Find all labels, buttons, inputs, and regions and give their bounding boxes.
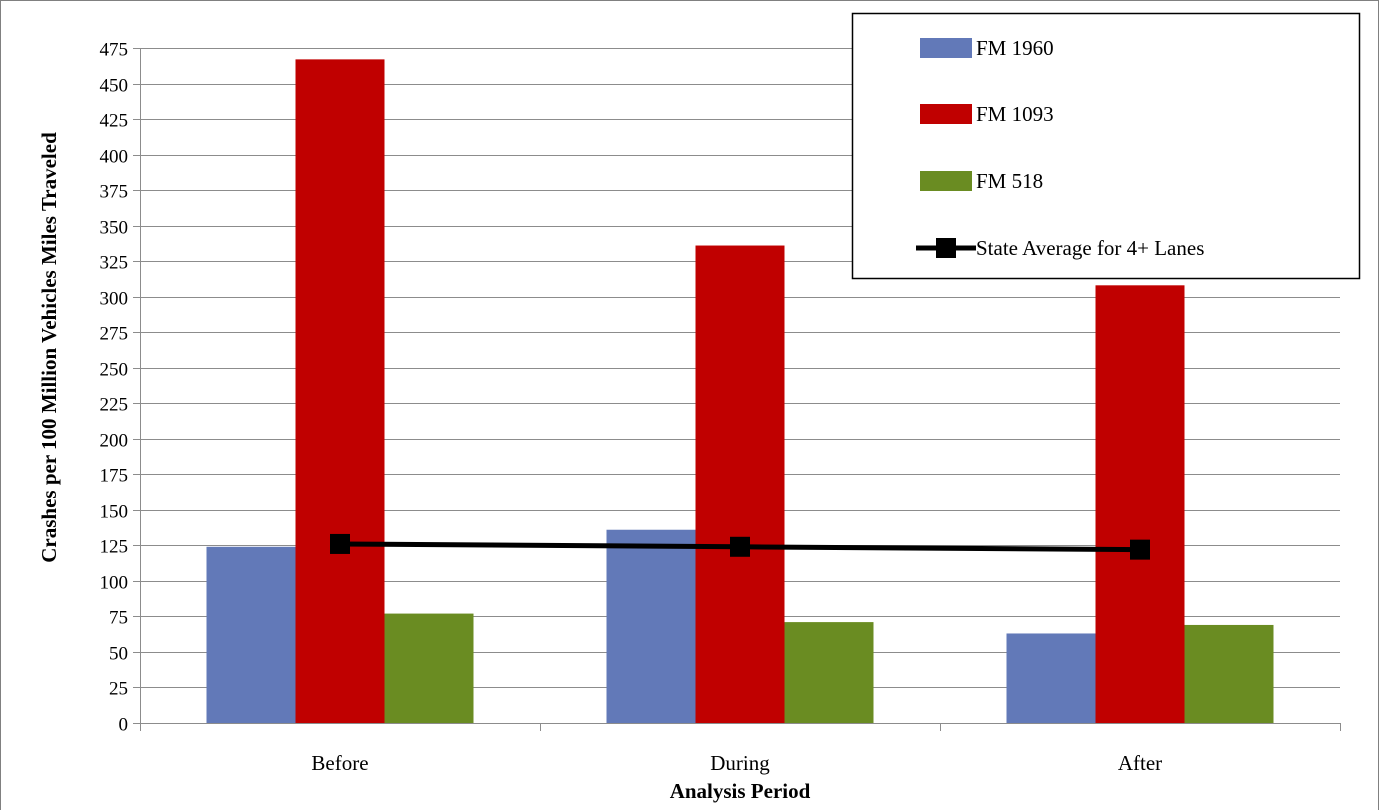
- line-marker: [730, 536, 750, 557]
- y-tick-label: 250: [100, 360, 129, 381]
- legend-label: FM 1093: [976, 102, 1054, 126]
- y-tick-label: 425: [100, 111, 129, 132]
- bar-fm-518: [1184, 624, 1274, 723]
- y-tick-label: 100: [100, 573, 129, 594]
- y-tick-label: 0: [119, 715, 129, 736]
- bar-fm-518: [784, 622, 874, 723]
- y-tick-label: 50: [109, 644, 128, 665]
- line-marker: [1130, 539, 1150, 560]
- legend-swatch: [920, 171, 972, 191]
- y-tick-label: 200: [100, 431, 129, 452]
- y-tick-label: 225: [100, 395, 129, 416]
- line-marker: [330, 533, 350, 554]
- x-axis-title: Analysis Period: [670, 779, 811, 803]
- y-tick-label: 325: [100, 253, 129, 274]
- bar-fm-1960: [606, 529, 696, 723]
- legend-label: FM 1960: [976, 36, 1054, 60]
- legend-label: State Average for 4+ Lanes: [976, 236, 1204, 260]
- bar-fm-1960: [1006, 633, 1096, 723]
- y-tick-label: 350: [100, 218, 129, 239]
- bar-fm-1093: [295, 59, 385, 724]
- y-tick-label: 375: [100, 182, 129, 203]
- legend-marker: [936, 238, 956, 258]
- axis-labels: 0 25 50 75 100 125 150 175 200 225 250 275 300 325 350…: [37, 40, 1162, 804]
- y-tick-label: 175: [100, 466, 129, 487]
- bar-fm-1093: [1095, 285, 1185, 723]
- x-category-label: After: [1118, 751, 1162, 775]
- x-category-label: During: [710, 751, 770, 775]
- y-tick-label: 150: [100, 502, 129, 523]
- y-tick-label: 400: [100, 147, 129, 168]
- legend-swatch: [920, 104, 972, 124]
- y-tick-label: 75: [109, 608, 128, 629]
- legend-swatch: [920, 38, 972, 58]
- y-tick-label: 125: [100, 537, 129, 558]
- x-category-label: Before: [311, 751, 368, 775]
- bar-fm-1960: [206, 546, 296, 723]
- y-tick-label: 275: [100, 324, 129, 345]
- y-tick-label: 25: [109, 679, 128, 700]
- y-axis-title: Crashes per 100 Million Vehicles Miles T…: [37, 132, 61, 563]
- y-tick-label: 450: [100, 76, 129, 97]
- y-tick-label: 300: [100, 289, 129, 310]
- average-line: [330, 533, 1150, 560]
- legend: FM 1960 FM 1093 FM 518 State Average for 4+…: [851, 12, 1361, 280]
- bar-fm-518: [384, 613, 474, 723]
- bars: [206, 59, 1274, 724]
- bar-fm-1093: [695, 245, 785, 724]
- legend-label: FM 518: [976, 169, 1043, 193]
- y-tick-label: 475: [100, 40, 129, 61]
